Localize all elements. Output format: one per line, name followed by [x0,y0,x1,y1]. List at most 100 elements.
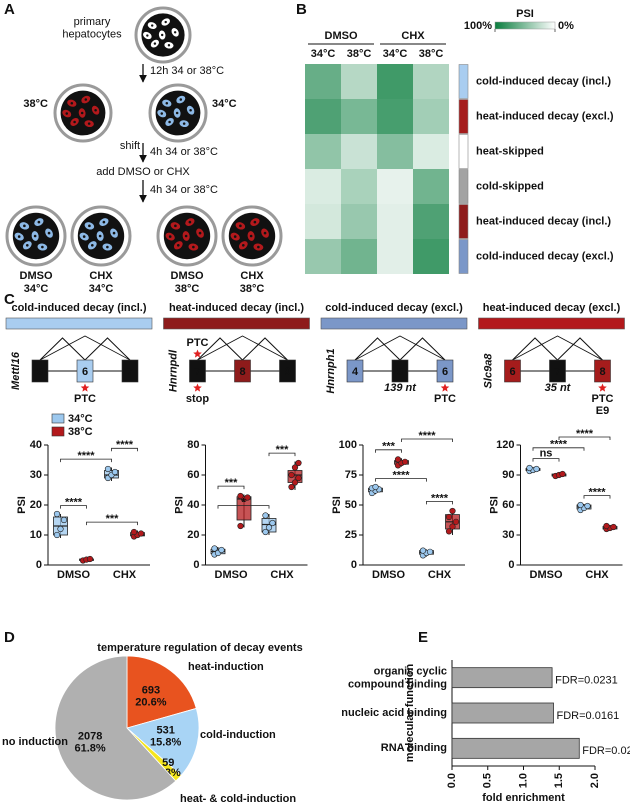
exon-note: PTC [434,393,456,405]
y-tick-label: 20 [30,499,42,511]
data-point [401,458,409,465]
data-point [60,516,68,524]
exon-number: 8 [239,366,245,378]
nucleus [160,33,164,37]
significance-label: **** [576,428,594,440]
heatmap-cell [305,169,341,204]
exon [31,359,49,383]
nucleus [112,231,116,235]
data-point [269,519,276,527]
row-label: heat-induced decay (incl.) [476,215,611,227]
data-point [265,524,273,531]
y-tick-label: organic cyclic compound binding [348,666,447,691]
y-tick-label: 0 [193,559,199,571]
start-label: primary hepatocytes [62,16,122,41]
category-title: heat-induced decay (incl.) [169,302,304,314]
x-axis-label: fold enrichment [482,792,565,804]
exon [436,359,454,383]
step-label: 12h 34 or 38°C [150,65,224,77]
gene-name: Slc9a8 [482,353,494,389]
nucleus [80,111,84,115]
nucleus [192,245,195,249]
condition-temp: 38°C [240,283,265,295]
y-tick-label: RNA binding [381,742,447,754]
x-tick-label: CHX [428,569,452,581]
group-bar [458,134,469,169]
x-tick-label: DMSO [372,569,405,581]
exon [121,359,139,383]
group-label: CHX [401,30,425,42]
significance-label: **** [431,492,449,504]
nucleus [90,243,94,247]
exon-number: 6 [82,366,88,378]
exon [504,359,521,383]
shift-label: shift [120,140,140,152]
significance-bracket [375,449,402,453]
nucleus [153,42,157,45]
group-bar [458,99,469,134]
pie-title: temperature regulation of decay events [97,642,302,654]
significance-bracket [532,447,585,451]
data-point [237,522,244,530]
skip-arc [39,335,131,361]
heatmap-cell [413,99,449,134]
data-point [218,546,225,554]
significance-bracket [268,452,296,457]
exon-number: 6 [442,366,448,378]
nucleus [70,101,74,105]
nucleus [164,20,167,24]
data-point [426,548,434,555]
condition-temp: 34°C [24,283,49,295]
data-point [244,494,251,501]
significance-label: **** [418,430,436,442]
condition-label: 38°C [347,48,372,60]
data-point [288,471,295,479]
y-tick-label: 60 [502,499,514,511]
pie-category-label: heat-induction [188,661,264,673]
exon-note: PTC [592,393,614,405]
category-bar [163,317,310,330]
y-tick-label: 60 [187,469,199,481]
pie-category-label: no induction [2,736,68,748]
splice-arc [39,337,86,361]
nucleus [23,224,26,228]
nucleus [182,122,186,125]
category-bar [5,317,153,330]
category-title: heat-induced decay (excl.) [483,302,621,314]
group-bar [458,169,469,204]
ptc-star [193,383,202,392]
pie-category-label: heat- & cold-induction [180,793,296,805]
data-point [445,528,453,535]
nucleus [168,120,171,124]
significance-label: ns [540,448,553,460]
significance-bracket [375,478,427,482]
pie-value-label: 2078 [78,730,102,742]
nucleus [73,120,76,124]
bar [451,737,580,759]
panel-label: D [4,629,15,646]
x-tick-label: 1.0 [517,773,529,788]
nucleus [47,231,51,235]
exon-number: 5 [397,366,403,378]
splice-arc [557,337,603,361]
nucleus [146,34,149,37]
y-tick-label: nucleic acid binding [341,707,447,719]
data-point [394,456,402,463]
exon-note: E9 [596,405,609,417]
exon-note: stop [186,393,210,405]
nucleus [82,235,86,238]
row-label: cold-induced decay (excl.) [476,250,614,262]
data-point [291,479,299,486]
pie-value-label: 693 [142,684,160,696]
legend-swatch [51,426,65,437]
y-tick-label: 90 [502,469,514,481]
heatmap-cell [377,204,413,239]
nucleus [98,234,102,238]
condition-temp: 38°C [175,283,200,295]
data-point [603,522,610,530]
data-point [86,555,94,563]
exon [594,359,611,383]
data-point [610,523,617,531]
nucleus [65,112,69,115]
